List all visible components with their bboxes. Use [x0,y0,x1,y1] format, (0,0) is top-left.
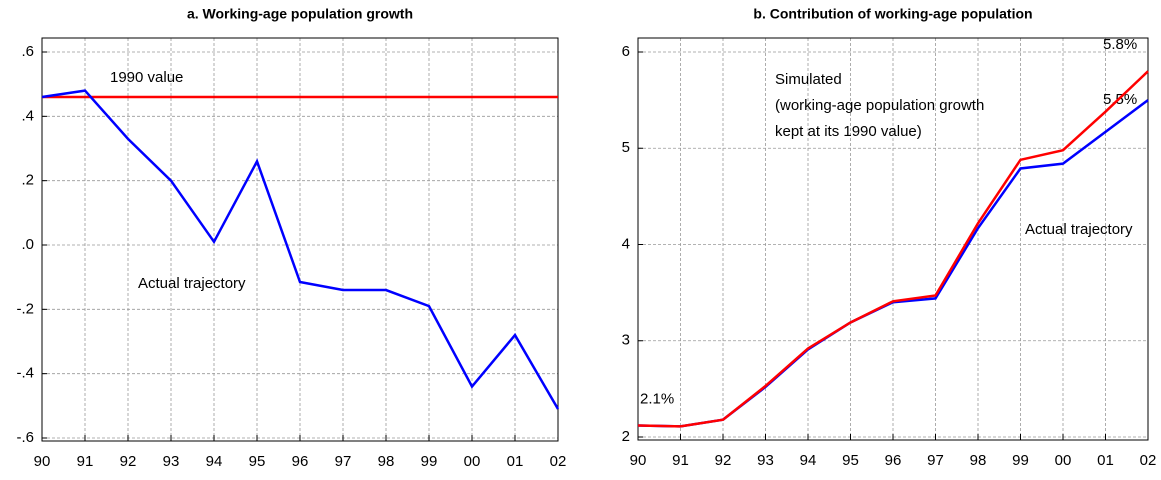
x-tick-label: 90 [34,453,51,470]
x-tick-label: 91 [672,452,689,469]
x-tick-label: 97 [927,452,944,469]
x-tick-label: 98 [970,452,987,469]
y-tick-label: .6 [21,43,34,60]
value-label: 2.1% [640,390,674,407]
x-tick-label: 02 [550,453,567,470]
x-tick-label: 02 [1140,452,1157,469]
value-label: 5.5% [1103,91,1137,108]
x-tick-label: 98 [378,453,395,470]
x-tick-label: 01 [1097,452,1114,469]
series-line [41,89,560,410]
value-label: 5.8% [1103,36,1137,53]
x-tick-label: 92 [120,453,137,470]
series-label: Actual trajectory [138,275,246,292]
x-tick-label: 95 [842,452,859,469]
series-line [637,70,1149,428]
y-tick-label: .0 [21,236,34,253]
y-tick-label: 5 [622,139,630,156]
series-label: kept at its 1990 value) [775,123,922,140]
x-tick-label: 97 [335,453,352,470]
x-tick-label: 96 [885,452,902,469]
x-tick-label: 00 [464,453,481,470]
x-tick-label: 01 [507,453,524,470]
y-tick-label: 3 [622,332,630,349]
x-tick-label: 93 [163,453,180,470]
x-tick-label: 95 [249,453,266,470]
y-tick-label: .2 [21,172,34,189]
y-tick-label: 2 [622,428,630,445]
y-tick-label: -.2 [16,300,34,317]
series-label: Actual trajectory [1025,221,1133,238]
series-label: Simulated [775,71,842,88]
series-label: 1990 value [110,69,183,86]
x-tick-label: 99 [421,453,438,470]
y-tick-label: 6 [622,43,630,60]
chart-title: b. Contribution of working-age populatio… [753,6,1032,22]
x-tick-label: 96 [292,453,309,470]
plot-frame [41,37,559,442]
y-tick-label: .4 [21,107,34,124]
y-tick-label: -.6 [16,429,34,446]
x-tick-label: 99 [1012,452,1029,469]
x-tick-label: 92 [715,452,732,469]
plot-frame [637,37,1149,441]
x-tick-label: 94 [206,453,223,470]
x-tick-label: 91 [77,453,94,470]
x-tick-label: 90 [630,452,647,469]
y-tick-label: 4 [622,235,630,252]
chart-title: a. Working-age population growth [187,6,413,22]
y-tick-label: -.4 [16,365,34,382]
series-label: (working-age population growth [775,97,984,114]
x-tick-label: 00 [1055,452,1072,469]
x-tick-label: 94 [800,452,817,469]
x-tick-label: 93 [757,452,774,469]
